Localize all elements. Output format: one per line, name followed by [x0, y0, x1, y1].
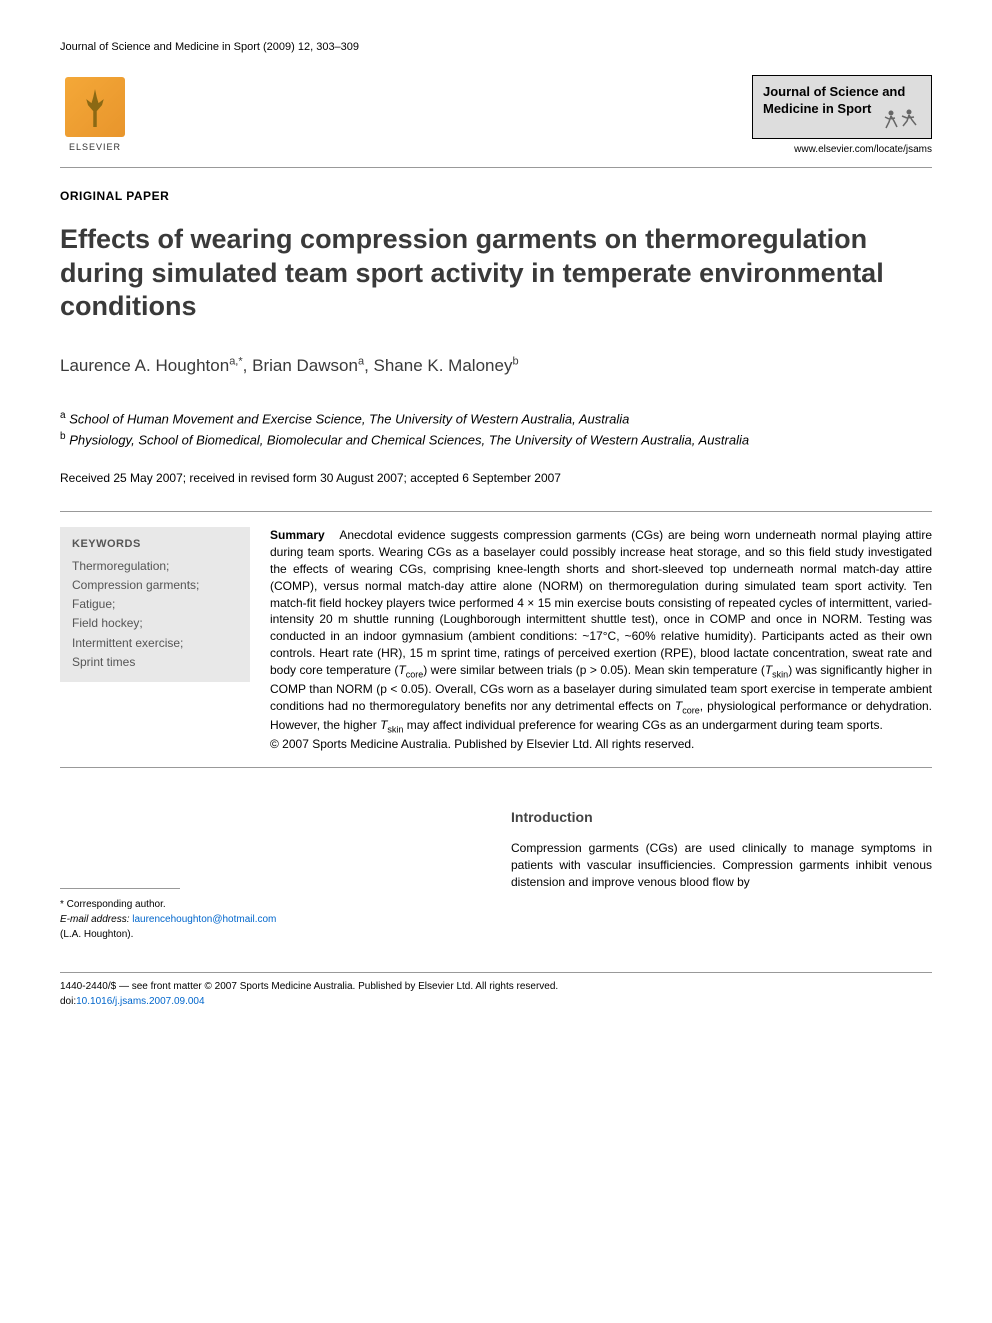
affiliation-b: b Physiology, School of Biomedical, Biom…: [60, 429, 932, 450]
author-2: Brian Dawson: [252, 356, 358, 375]
keywords-heading: KEYWORDS: [72, 537, 238, 552]
header-reference-row: Journal of Science and Medicine in Sport…: [60, 40, 932, 55]
affil-text-b: Physiology, School of Biomedical, Biomol…: [69, 432, 749, 447]
header-logos-row: ELSEVIER Journal of Science and Medicine…: [60, 75, 932, 168]
corresponding-author-label: * Corresponding author.: [60, 897, 481, 912]
email-line: E-mail address: laurencehoughton@hotmail…: [60, 912, 481, 927]
author-3: Shane K. Maloney: [374, 356, 513, 375]
runner-icon: [883, 108, 923, 133]
journal-url[interactable]: www.elsevier.com/locate/jsams: [752, 143, 932, 157]
elsevier-logo: ELSEVIER: [60, 75, 130, 155]
journal-reference: Journal of Science and Medicine in Sport…: [60, 40, 359, 55]
tcore-2-sub: core: [682, 705, 700, 715]
right-column: Introduction Compression garments (CGs) …: [511, 808, 932, 942]
keyword-item: Field hockey;: [72, 614, 238, 633]
footer-rule: [60, 972, 932, 973]
summary-text: Summary Anecdotal evidence suggests comp…: [270, 527, 932, 752]
elsevier-text: ELSEVIER: [69, 141, 121, 154]
corresponding-footnote: * Corresponding author. E-mail address: …: [60, 897, 481, 942]
footnote-rule: [60, 888, 180, 889]
keyword-item: Thermoregulation;: [72, 557, 238, 576]
tcore-1: T: [398, 663, 405, 677]
email-author: (L.A. Houghton).: [60, 927, 481, 942]
author-1: Laurence A. Houghton: [60, 356, 229, 375]
keywords-list: Thermoregulation; Compression garments; …: [72, 557, 238, 672]
email-label: E-mail address:: [60, 914, 129, 925]
doi-link[interactable]: 10.1016/j.jsams.2007.09.004: [76, 996, 204, 1007]
journal-box-wrapper: Journal of Science and Medicine in Sport…: [752, 75, 932, 157]
email-address[interactable]: laurencehoughton@hotmail.com: [132, 914, 276, 925]
body-columns: * Corresponding author. E-mail address: …: [60, 808, 932, 942]
tskin-2-sub: skin: [387, 724, 403, 734]
summary-p2: ) were similar between trials (p > 0.05)…: [423, 663, 765, 677]
authors-list: Laurence A. Houghtona,*, Brian Dawsona, …: [60, 354, 932, 378]
journal-box: Journal of Science and Medicine in Sport: [752, 75, 932, 139]
affil-marker-b: b: [60, 431, 66, 442]
keyword-item: Intermittent exercise;: [72, 634, 238, 653]
doi-label: doi:: [60, 996, 76, 1007]
introduction-text: Compression garments (CGs) are used clin…: [511, 840, 932, 890]
keywords-box: KEYWORDS Thermoregulation; Compression g…: [60, 527, 250, 682]
footer-doi-line: doi:10.1016/j.jsams.2007.09.004: [60, 994, 932, 1009]
summary-p5: may affect individual preference for wea…: [403, 718, 882, 732]
footer: 1440-2440/$ — see front matter © 2007 Sp…: [60, 979, 932, 1009]
left-column: * Corresponding author. E-mail address: …: [60, 808, 481, 942]
footer-copyright: 1440-2440/$ — see front matter © 2007 Sp…: [60, 979, 932, 994]
affiliation-a: a School of Human Movement and Exercise …: [60, 408, 932, 429]
affil-text-a: School of Human Movement and Exercise Sc…: [69, 411, 629, 426]
paper-type: ORIGINAL PAPER: [60, 188, 932, 205]
article-dates: Received 25 May 2007; received in revise…: [60, 470, 932, 492]
abstract-container: KEYWORDS Thermoregulation; Compression g…: [60, 511, 932, 768]
tskin-1-sub: skin: [772, 669, 788, 679]
summary-p1: Anecdotal evidence suggests compression …: [270, 528, 932, 676]
author-2-marker: a: [358, 356, 364, 368]
affil-marker-a: a: [60, 410, 66, 421]
tcore-1-sub: core: [406, 669, 424, 679]
keyword-item: Compression garments;: [72, 576, 238, 595]
summary-label: Summary: [270, 528, 325, 542]
keyword-item: Sprint times: [72, 653, 238, 672]
introduction-heading: Introduction: [511, 808, 932, 828]
summary-copyright: © 2007 Sports Medicine Australia. Publis…: [270, 737, 694, 751]
elsevier-tree-icon: [65, 77, 125, 137]
keyword-item: Fatigue;: [72, 595, 238, 614]
paper-title: Effects of wearing compression garments …: [60, 223, 932, 324]
author-3-marker: b: [512, 356, 518, 368]
author-1-marker: a,*: [229, 356, 242, 368]
affiliations: a School of Human Movement and Exercise …: [60, 408, 932, 450]
